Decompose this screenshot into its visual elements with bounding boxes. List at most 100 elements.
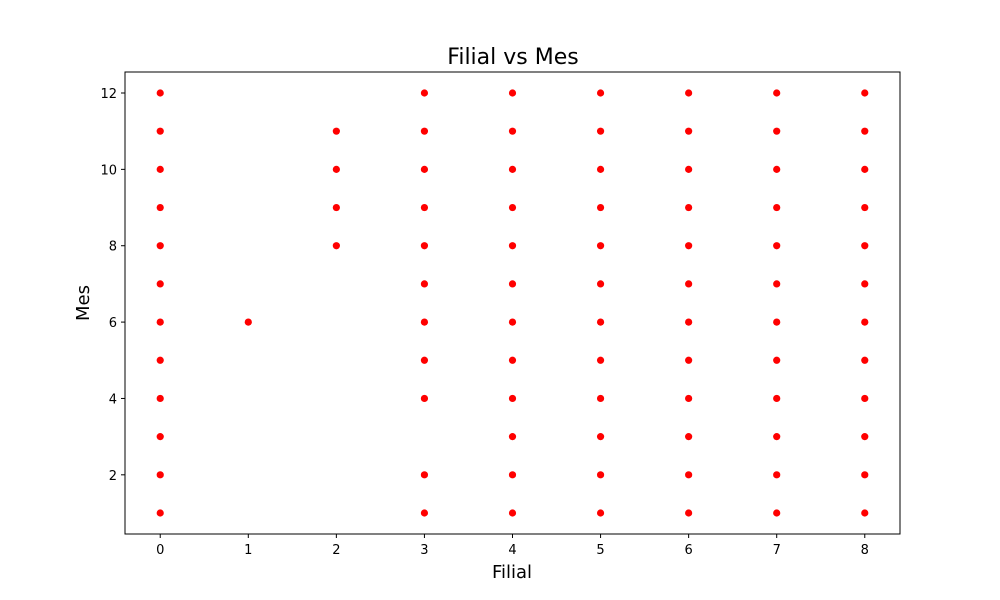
scatter-point	[685, 165, 693, 173]
scatter-point	[861, 509, 869, 517]
scatter-point	[508, 433, 517, 441]
scatter-point	[773, 127, 781, 135]
x-tick-label: 4	[508, 543, 516, 558]
scatter-point	[420, 89, 429, 97]
scatter-point	[156, 394, 164, 403]
scatter-point	[861, 433, 869, 441]
scatter-point	[596, 509, 605, 517]
scatter-point	[685, 356, 693, 364]
x-tick-label: 1	[244, 543, 252, 558]
scatter-point	[332, 165, 340, 173]
scatter-point	[156, 242, 164, 250]
scatter-point	[596, 318, 605, 326]
scatter-point	[773, 165, 781, 173]
scatter-point	[596, 127, 605, 135]
scatter-point	[420, 471, 429, 479]
y-axis-label: Mes	[73, 285, 94, 321]
scatter-point	[596, 242, 605, 250]
scatter-point	[332, 242, 340, 250]
scatter-point	[685, 203, 693, 212]
y-tick-label: 6	[109, 316, 117, 331]
chart-title: Filial vs Mes	[447, 45, 578, 70]
x-tick-label: 8	[861, 543, 869, 558]
y-tick-label: 8	[109, 240, 117, 255]
scatter-point	[244, 318, 252, 326]
scatter-point	[420, 242, 429, 250]
scatter-point	[596, 165, 605, 173]
scatter-point	[508, 509, 517, 517]
scatter-point	[773, 356, 781, 364]
scatter-point	[156, 89, 164, 97]
scatter-point	[508, 127, 517, 135]
scatter-point	[508, 318, 517, 326]
scatter-point	[861, 165, 869, 173]
x-tick-label: 5	[596, 543, 604, 558]
scatter-point	[596, 433, 605, 441]
scatter-point	[156, 471, 164, 479]
scatter-point	[508, 89, 517, 97]
y-tick-label: 10	[100, 163, 117, 178]
scatter-point	[773, 242, 781, 250]
scatter-point	[596, 394, 605, 403]
x-tick-label: 0	[156, 543, 164, 558]
scatter-point	[773, 433, 781, 441]
scatter-point	[861, 394, 869, 403]
scatter-point	[420, 280, 429, 288]
scatter-point	[508, 356, 517, 364]
scatter-point	[773, 89, 781, 97]
y-tick-label: 2	[109, 469, 117, 484]
scatter-point	[508, 471, 517, 479]
scatter-point	[596, 356, 605, 364]
x-tick-label: 2	[332, 543, 340, 558]
scatter-point	[685, 509, 693, 517]
scatter-point	[508, 242, 517, 250]
scatter-point	[861, 127, 869, 135]
scatter-point	[420, 127, 429, 135]
scatter-point	[156, 433, 164, 441]
scatter-point	[773, 280, 781, 288]
scatter-point	[332, 203, 340, 212]
scatter-point	[156, 509, 164, 517]
scatter-point	[685, 433, 693, 441]
scatter-point	[156, 280, 164, 288]
scatter-point	[508, 394, 517, 403]
scatter-point	[685, 280, 693, 288]
scatter-point	[596, 471, 605, 479]
scatter-point	[508, 280, 517, 288]
scatter-point	[332, 127, 340, 135]
x-tick-label: 6	[684, 543, 692, 558]
scatter-point	[156, 165, 164, 173]
scatter-point	[685, 89, 693, 97]
scatter-point	[596, 280, 605, 288]
x-tick-label: 3	[420, 543, 428, 558]
scatter-point	[596, 89, 605, 97]
scatter-point	[420, 509, 429, 517]
scatter-point	[156, 356, 164, 364]
scatter-point	[685, 318, 693, 326]
scatter-point	[773, 471, 781, 479]
x-tick-label: 7	[773, 543, 781, 558]
scatter-point	[685, 471, 693, 479]
data-points	[156, 89, 869, 517]
scatter-point	[420, 318, 429, 326]
y-tick-label: 12	[100, 87, 117, 102]
scatter-point	[156, 318, 164, 326]
scatter-point	[861, 203, 869, 212]
scatter-point	[773, 394, 781, 403]
scatter-point	[861, 356, 869, 364]
scatter-point	[156, 127, 164, 135]
scatter-point	[773, 509, 781, 517]
scatter-point	[685, 127, 693, 135]
scatter-point	[773, 203, 781, 212]
scatter-point	[685, 242, 693, 250]
scatter-point	[861, 242, 869, 250]
scatter-point	[773, 318, 781, 326]
scatter-point	[420, 394, 429, 403]
scatter-point	[420, 203, 429, 212]
scatter-point	[420, 356, 429, 364]
scatter-point	[156, 203, 164, 212]
scatter-point	[861, 89, 869, 97]
